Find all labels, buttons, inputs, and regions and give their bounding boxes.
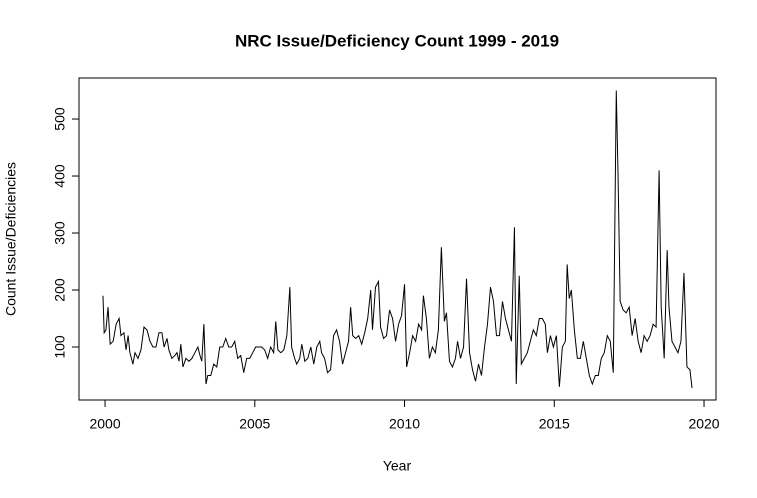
x-tick-label: 2000 — [89, 416, 120, 432]
y-tick-label: 400 — [52, 164, 68, 188]
y-axis-label: Count Issue/Deficiencies — [3, 162, 19, 316]
plot-frame — [78, 77, 717, 401]
y-tick-label: 200 — [52, 278, 68, 302]
x-tick-label: 2015 — [539, 416, 570, 432]
chart-title: NRC Issue/Deficiency Count 1999 - 2019 — [235, 31, 559, 50]
x-axis-label: Year — [383, 458, 412, 474]
x-tick-label: 2005 — [239, 416, 270, 432]
data-line — [102, 90, 693, 389]
x-tick-label: 2020 — [688, 416, 719, 432]
y-tick-label: 100 — [52, 335, 68, 359]
y-tick-label: 300 — [52, 221, 68, 245]
y-tick-label: 500 — [52, 107, 68, 131]
x-tick-label: 2010 — [389, 416, 420, 432]
